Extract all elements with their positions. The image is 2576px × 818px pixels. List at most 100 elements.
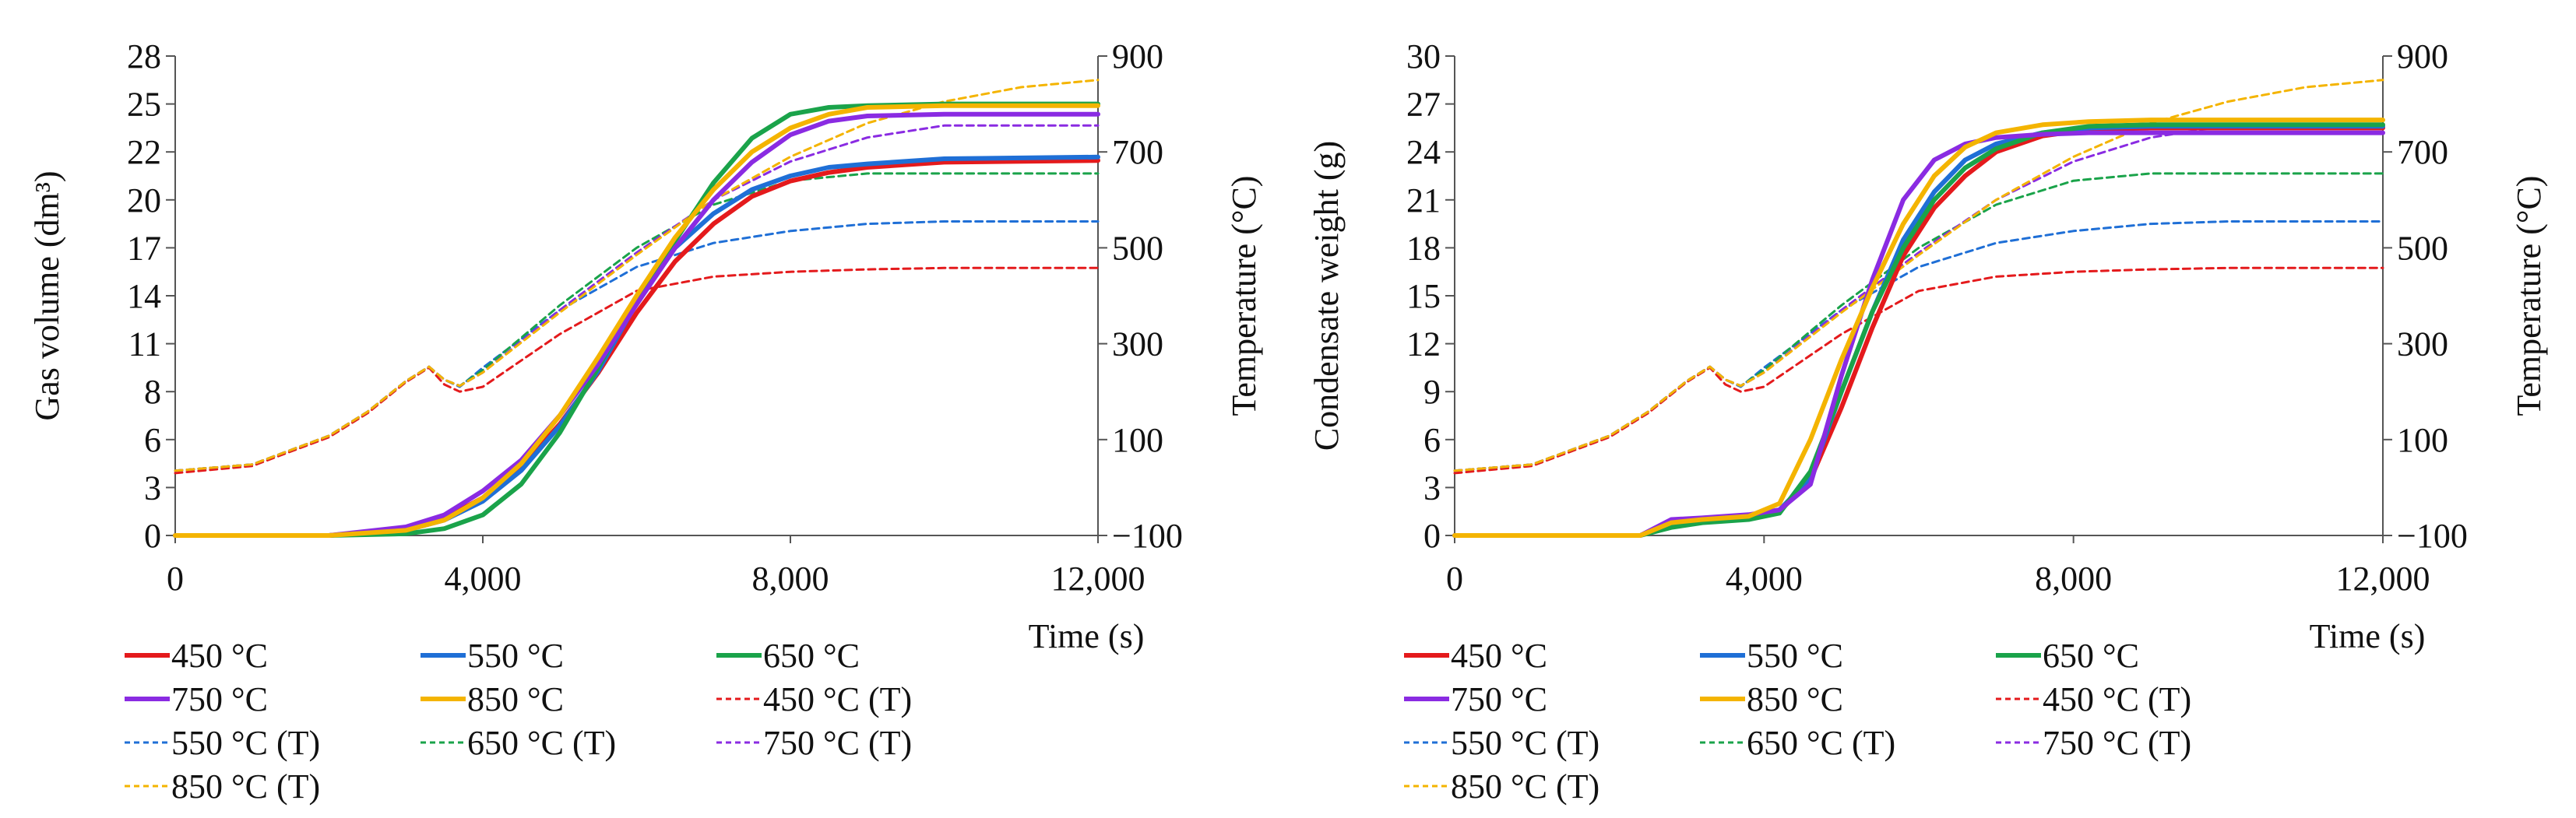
series-line-750-c: [1452, 130, 2385, 538]
y-left-axis-title: Condensate weight (g): [1307, 141, 1346, 451]
y-left-tick-label: 3: [1423, 469, 1441, 507]
legend-label: 650 °C: [763, 637, 860, 675]
legend-item: 550 °C (T): [1404, 724, 1599, 762]
y-left-tick-label: 27: [1406, 86, 1441, 124]
y-left-tick-label: 6: [144, 421, 161, 459]
y-left-tick-label: 14: [127, 277, 161, 315]
y-left-tick-label: 18: [1406, 229, 1441, 267]
legend-item: 850 °C: [1700, 680, 1843, 718]
x-tick-label: 0: [1446, 560, 1463, 598]
series-line-550-c-t: [174, 220, 1100, 472]
y-left-tick-label: 9: [1423, 373, 1441, 411]
x-tick-label: 0: [167, 560, 184, 598]
series-line-650-c-t: [174, 172, 1100, 472]
legend-item: 750 °C: [125, 680, 268, 718]
y-left-tick-label: 20: [127, 181, 161, 219]
legend-label: 550 °C (T): [1451, 724, 1599, 762]
chart-1: 0 3 6 8 11 14 17 20 22 25 28 −100 100 300 500 700 900 0 4,…: [28, 37, 1263, 806]
legend-label: 550 °C: [1747, 637, 1843, 675]
y-right-tick-label: −100: [2397, 517, 2468, 555]
legend-label: 850 °C (T): [171, 767, 320, 806]
series-line-650-c: [1452, 122, 2385, 538]
legend-item: 450 °C (T): [1996, 680, 2191, 718]
series-line-850-c: [173, 103, 1100, 538]
legend-label: 450 °C (T): [763, 680, 912, 718]
legend-label: 550 °C: [467, 637, 564, 675]
y-left-tick-label: 3: [144, 469, 161, 507]
legend-item: 450 °C: [1404, 637, 1547, 675]
y-left-tick-label: 30: [1406, 37, 1441, 75]
y-left-tick-label: 8: [144, 373, 161, 411]
y-right-tick-label: 900: [1112, 37, 1163, 75]
x-axis-title: Time (s): [1029, 617, 1145, 655]
legend-item: 450 °C: [125, 637, 268, 675]
legend-label: 450 °C: [1451, 637, 1547, 675]
legend-label: 750 °C (T): [2043, 724, 2191, 762]
y-right-axis-title: Temperature (°C): [1225, 176, 1263, 416]
series-line-450-c: [173, 158, 1100, 538]
legend-label: 850 °C (T): [1451, 767, 1599, 806]
legend-item: 850 °C: [421, 680, 564, 718]
legend-item: 650 °C (T): [1700, 724, 1895, 762]
y-left-tick-label: 24: [1406, 133, 1441, 171]
legend-label: 650 °C (T): [467, 724, 616, 762]
x-tick-label: 12,000: [2336, 560, 2430, 598]
y-right-tick-label: 300: [2397, 325, 2448, 363]
legend-item: 550 °C: [421, 637, 564, 675]
y-right-tick-label: 100: [2397, 421, 2448, 459]
legend-label: 850 °C: [467, 680, 564, 718]
y-left-tick-label: 15: [1406, 277, 1441, 315]
y-left-tick-label: 17: [127, 229, 161, 267]
y-left-tick-label: 0: [1423, 517, 1441, 555]
series-line-750-c: [173, 111, 1100, 538]
x-tick-label: 8,000: [2035, 560, 2112, 598]
series-line-550-c-t: [1453, 220, 2384, 472]
legend-label: 450 °C: [171, 637, 268, 675]
y-right-tick-label: 700: [1112, 133, 1163, 171]
series-line-650-c: [173, 101, 1100, 538]
legend-label: 750 °C (T): [763, 724, 912, 762]
legend-item: 650 °C: [716, 637, 860, 675]
series-line-550-c: [173, 154, 1100, 538]
chart-2: 0 3 6 9 12 15 18 21 24 27 30 −100 100 300 500 700 900 0 4,…: [1307, 37, 2548, 806]
x-axis-title: Time (s): [2310, 617, 2426, 655]
series-line-850-c-t: [174, 79, 1100, 472]
series-line-550-c: [1452, 124, 2385, 538]
y-right-tick-label: 700: [2397, 133, 2448, 171]
series-line-450-c: [1452, 125, 2385, 538]
series-line-850-c-t: [1453, 79, 2384, 472]
y-left-tick-label: 6: [1423, 421, 1441, 459]
y-left-tick-label: 0: [144, 517, 161, 555]
legend-item: 650 °C (T): [421, 724, 616, 762]
legend-label: 850 °C: [1747, 680, 1843, 718]
y-right-tick-label: 300: [1112, 325, 1163, 363]
series-line-450-c-t: [174, 266, 1100, 475]
y-left-tick-label: 25: [127, 86, 161, 124]
y-left-tick-label: 21: [1406, 181, 1441, 219]
x-tick-label: 4,000: [445, 560, 522, 598]
legend-label: 650 °C: [2043, 637, 2139, 675]
legend-item: 550 °C: [1700, 637, 1843, 675]
y-left-tick-label: 28: [127, 37, 161, 75]
legend-label: 550 °C (T): [171, 724, 320, 762]
legend-label: 750 °C: [171, 680, 268, 718]
legend-item: 750 °C (T): [1996, 724, 2191, 762]
x-tick-label: 4,000: [1726, 560, 1803, 598]
y-right-tick-label: 500: [1112, 229, 1163, 267]
series-line-450-c-t: [1453, 266, 2384, 475]
y-right-tick-label: 500: [2397, 229, 2448, 267]
legend-item: 850 °C (T): [125, 767, 320, 806]
y-right-tick-label: −100: [1112, 517, 1183, 555]
legend-item: 450 °C (T): [716, 680, 912, 718]
series-line-850-c: [1452, 118, 2385, 538]
legend-item: 650 °C: [1996, 637, 2139, 675]
x-tick-label: 8,000: [752, 560, 829, 598]
legend-label: 650 °C (T): [1747, 724, 1895, 762]
legend-item: 850 °C (T): [1404, 767, 1599, 806]
x-tick-label: 12,000: [1051, 560, 1145, 598]
y-left-tick-label: 11: [128, 325, 161, 363]
legend-label: 750 °C: [1451, 680, 1547, 718]
y-right-axis-title: Temperature (°C): [2510, 176, 2548, 416]
legend-item: 550 °C (T): [125, 724, 320, 762]
